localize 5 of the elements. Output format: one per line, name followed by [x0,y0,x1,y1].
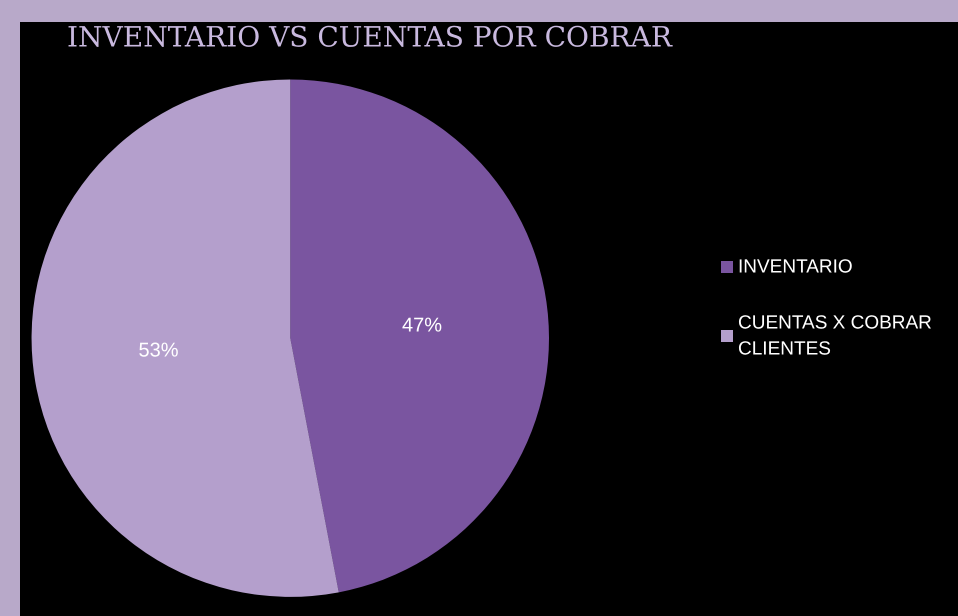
chart-title: INVENTARIO VS CUENTAS POR COBRAR [67,20,673,54]
data-label: 47% [402,314,442,337]
data-label: 53% [138,340,179,362]
legend-label: INVENTARIO [738,256,853,278]
legend-label: CUENTAS X COBRAR CLIENTES [738,312,938,360]
